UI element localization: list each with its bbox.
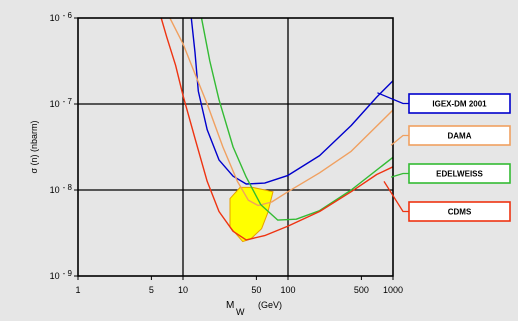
series-lines	[160, 18, 393, 241]
legend-label-dama: DAMA	[448, 132, 472, 141]
allowed-region	[229, 186, 274, 243]
legend: IGEX-DM 2001 DAMA EDELWEISS CDMS	[377, 92, 511, 222]
legend-connector-cdms	[383, 181, 409, 213]
x-tick-label: 1000	[383, 285, 403, 295]
y-tick-label: 10- 9	[50, 269, 73, 281]
legend-box-dama	[408, 125, 511, 146]
grid	[78, 18, 393, 276]
plot-frame	[77, 17, 394, 277]
series-line-edelweiss	[200, 18, 393, 221]
x-tick-label: 5	[149, 285, 154, 295]
legend-connector-edelweiss	[390, 172, 409, 178]
legend-connector-dama	[390, 134, 409, 146]
legend-box-igex-dm-2001	[408, 93, 511, 114]
legend-label-edelweiss: EDELWEISS	[436, 170, 483, 179]
x-tick-label: 50	[251, 285, 261, 295]
legend-label-cdms: CDMS	[448, 208, 472, 217]
series-line-cdms	[160, 18, 393, 241]
x-tick-label: 100	[280, 285, 295, 295]
y-axis-label: σ (n) (nbarm)	[29, 120, 39, 173]
x-axis-label: M	[226, 300, 234, 311]
axis-ticks: 1 5 10 50 100 500 1000 10- 6 10- 7 10- 8 10- 9	[50, 11, 403, 295]
x-tick-label: 10	[178, 285, 188, 295]
legend-box-cdms	[408, 201, 511, 222]
series-line-dama	[169, 18, 393, 207]
plot-area	[78, 18, 393, 276]
legend-connector-igex-dm-2001	[377, 92, 409, 105]
x-tick-label: 1	[75, 285, 80, 295]
series-line-igex-dm-2001	[190, 18, 393, 185]
y-tick-label: 10- 6	[50, 11, 73, 23]
y-tick-label: 10- 8	[50, 183, 73, 195]
x-axis-unit: (GeV)	[258, 300, 282, 310]
allowed-region-polygon	[229, 186, 274, 243]
y-tick-label: 10- 7	[50, 97, 73, 109]
x-tick-label: 500	[354, 285, 369, 295]
x-axis-label-subscript: W	[236, 307, 245, 317]
legend-box-edelweiss	[408, 163, 511, 184]
legend-label-igex-dm-2001: IGEX-DM 2001	[432, 100, 487, 109]
